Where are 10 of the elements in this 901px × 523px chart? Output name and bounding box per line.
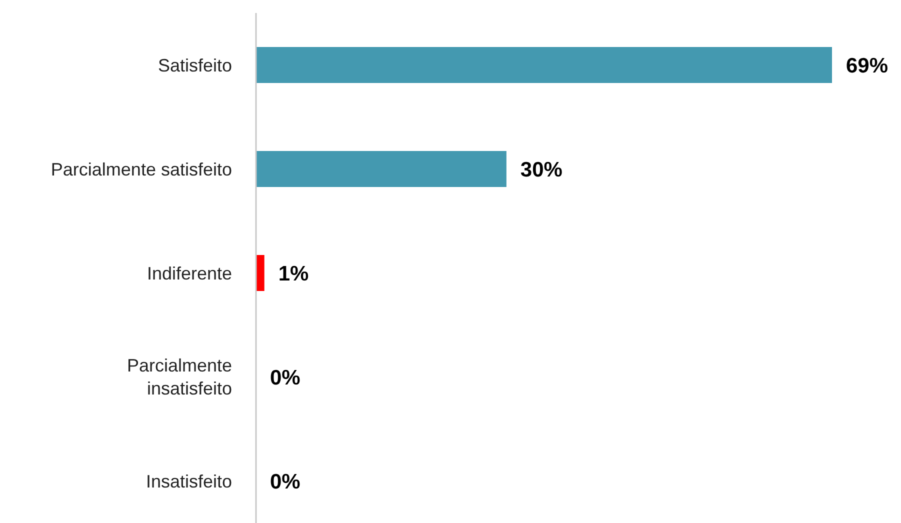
data-label: 30% (520, 158, 563, 182)
data-label: 0% (270, 366, 301, 390)
y-tick-label: Parcialmente satisfeito (50, 159, 232, 180)
data-label: 1% (278, 262, 310, 286)
y-tick-label: Satisfeito (158, 55, 232, 76)
data-label: 0% (270, 470, 301, 494)
y-tick-label: Parcialmente insatisfeito (126, 355, 232, 399)
data-label: 69% (846, 54, 888, 78)
y-tick-label: Indiferente (146, 263, 232, 284)
y-tick-label: Insatisfeito (146, 471, 232, 492)
